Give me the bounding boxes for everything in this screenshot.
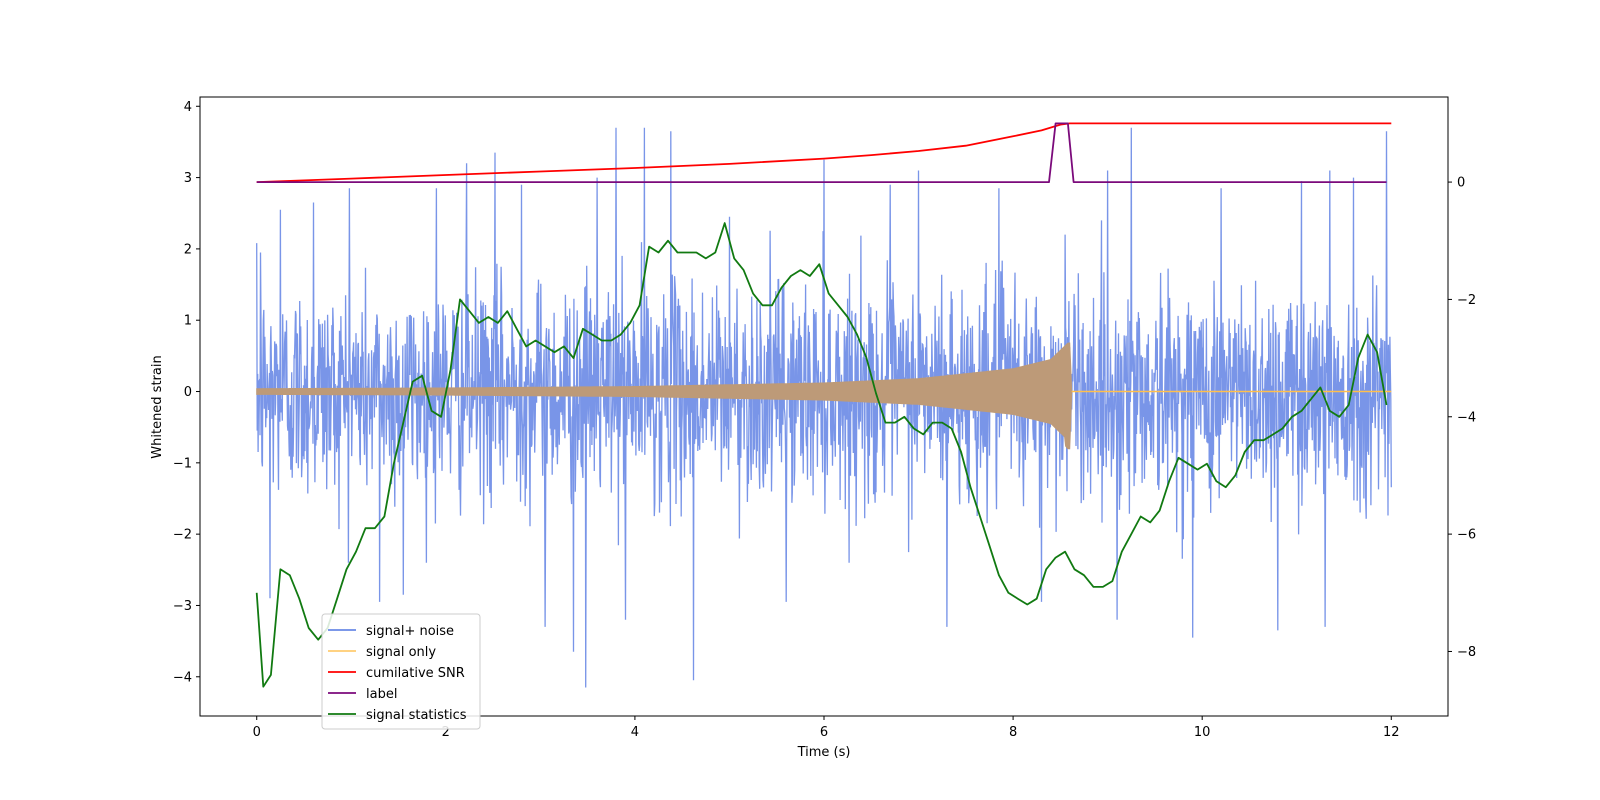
- right-y-tick-label: −2: [1457, 293, 1476, 308]
- legend-entry: signal+ noise: [366, 624, 454, 639]
- left-y-tick-label: 2: [184, 242, 192, 257]
- legend-box: [321, 613, 481, 730]
- legend-entry: signal only: [366, 645, 436, 660]
- left-y-tick-label: 0: [184, 385, 192, 400]
- right-y-tick-label: −8: [1457, 645, 1476, 660]
- legend-entry: label: [366, 687, 397, 702]
- x-tick-label: 2: [442, 725, 450, 740]
- right-y-tick-label: −4: [1457, 410, 1476, 425]
- x-tick-label: 4: [631, 725, 639, 740]
- x-tick-label: 0: [253, 725, 261, 740]
- left-y-tick-label: 4: [184, 100, 192, 115]
- x-tick-label: 8: [1009, 725, 1017, 740]
- series-signal-noise: [256, 127, 1392, 688]
- left-y-tick-label: −4: [173, 670, 192, 685]
- legend-entry: signal statistics: [366, 708, 467, 723]
- x-tick-label: 12: [1383, 725, 1400, 740]
- left-y-tick-label: 1: [184, 314, 192, 329]
- left-y-tick-label: −1: [173, 456, 192, 471]
- series-group: [255, 122, 1392, 688]
- y-axis-label: Whitened strain: [150, 355, 165, 458]
- x-axis: 0 2 4 6 8 10 12: [253, 716, 1400, 740]
- right-y-tick-label: −6: [1457, 528, 1476, 543]
- legend: signal+ noise signal only cumilative SNR la…: [321, 613, 481, 730]
- x-tick-label: 10: [1194, 725, 1211, 740]
- left-y-tick-label: −3: [173, 599, 192, 614]
- series-signal-only-envelope: [256, 342, 1073, 450]
- x-tick-label: 6: [820, 725, 828, 740]
- series-label: [256, 122, 1387, 183]
- series-signal-statistics: [255, 222, 1388, 688]
- series-cumulative-snr: [256, 122, 1392, 183]
- plot-area: [255, 122, 1392, 688]
- left-y-tick-label: 3: [184, 171, 192, 186]
- legend-entry: cumilative SNR: [366, 666, 465, 681]
- right-y-axis: −8 −6 −4 −2 0: [1448, 176, 1476, 660]
- right-y-tick-label: 0: [1457, 176, 1465, 191]
- left-y-axis: −4 −3 −2 −1 0 1 2 3 4: [173, 100, 200, 685]
- x-axis-label: Time (s): [797, 745, 851, 760]
- left-y-tick-label: −2: [173, 528, 192, 543]
